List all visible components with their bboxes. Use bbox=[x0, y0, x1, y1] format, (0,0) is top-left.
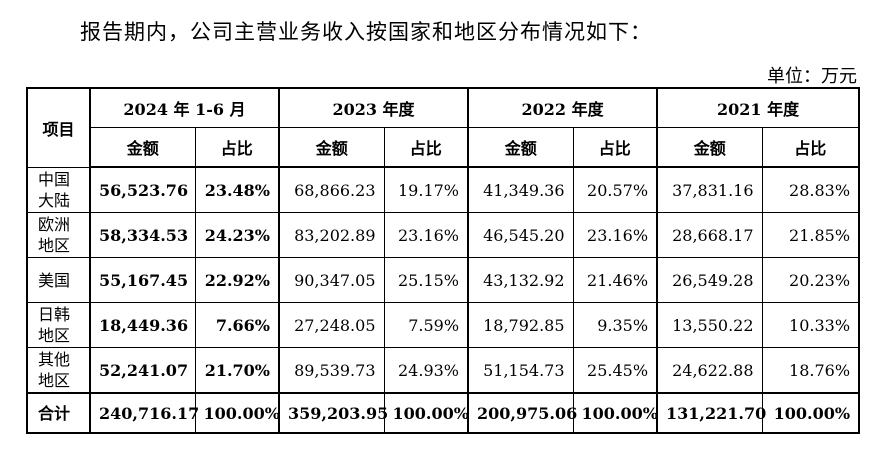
ratio-cell: 7.59% bbox=[383, 302, 470, 348]
total-label: 合计 bbox=[26, 392, 91, 434]
amount-cell: 26,549.28 bbox=[656, 257, 763, 303]
amount-cell: 18,792.85 bbox=[467, 302, 574, 348]
region-label: 欧洲地区 bbox=[26, 212, 91, 258]
amount-cell: 83,202.89 bbox=[278, 212, 385, 258]
total-cell: 131,221.70 bbox=[656, 392, 766, 434]
total-cell: 200,975.06 bbox=[467, 392, 577, 434]
region-label: 中国大陆 bbox=[26, 166, 91, 213]
ratio-cell: 22.92% bbox=[194, 257, 280, 303]
ratio-header: 占比 bbox=[383, 127, 470, 168]
period-header: 2023 年度 bbox=[278, 87, 470, 128]
region-label: 美国 bbox=[26, 257, 91, 303]
amount-cell: 43,132.92 bbox=[467, 257, 574, 303]
ratio-cell: 9.35% bbox=[572, 302, 659, 348]
region-label: 日韩地区 bbox=[26, 302, 91, 348]
amount-header: 金额 bbox=[467, 127, 574, 168]
table-row: 日韩地区 18,449.36 7.66% 27,248.05 7.59% 18,792.8… bbox=[26, 302, 860, 348]
ratio-cell: 25.45% bbox=[572, 347, 659, 394]
intro-text: 报告期内，公司主营业务收入按国家和地区分布情况如下： bbox=[80, 20, 652, 44]
period-header: 2024 年 1-6 月 bbox=[89, 87, 280, 128]
amount-cell: 68,866.23 bbox=[278, 166, 385, 213]
ratio-cell: 21.85% bbox=[761, 212, 860, 258]
ratio-header: 占比 bbox=[761, 127, 860, 168]
ratio-cell: 21.46% bbox=[572, 257, 659, 303]
ratio-cell: 23.48% bbox=[194, 166, 280, 213]
amount-cell: 27,248.05 bbox=[278, 302, 385, 348]
ratio-cell: 21.70% bbox=[194, 347, 280, 394]
total-cell: 100.00% bbox=[194, 392, 280, 434]
ratio-cell: 18.76% bbox=[761, 347, 860, 394]
table-row: 中国大陆 56,523.76 23.48% 68,866.23 19.17% 41,349… bbox=[26, 166, 860, 213]
total-cell: 359,203.95 bbox=[278, 392, 388, 434]
amount-cell: 24,622.88 bbox=[656, 347, 763, 394]
amount-cell: 37,831.16 bbox=[656, 166, 763, 213]
ratio-cell: 19.17% bbox=[383, 166, 470, 213]
total-cell: 100.00% bbox=[572, 392, 659, 434]
amount-cell: 89,539.73 bbox=[278, 347, 385, 394]
unit-label: 单位：万元 bbox=[767, 66, 857, 87]
ratio-cell: 7.66% bbox=[194, 302, 280, 348]
table-row: 其他地区 52,241.07 21.70% 89,539.73 24.93% 51,154… bbox=[26, 347, 860, 394]
amount-cell: 90,347.05 bbox=[278, 257, 385, 303]
amount-cell: 18,449.36 bbox=[89, 302, 196, 348]
ratio-cell: 20.23% bbox=[761, 257, 860, 303]
amount-header: 金额 bbox=[278, 127, 385, 168]
amount-cell: 58,334.53 bbox=[89, 212, 196, 258]
ratio-header: 占比 bbox=[572, 127, 659, 168]
period-header: 2021 年度 bbox=[656, 87, 860, 128]
amount-cell: 51,154.73 bbox=[467, 347, 574, 394]
amount-cell: 28,668.17 bbox=[656, 212, 763, 258]
ratio-cell: 24.93% bbox=[383, 347, 470, 394]
ratio-cell: 10.33% bbox=[761, 302, 860, 348]
amount-header: 金额 bbox=[656, 127, 763, 168]
amount-cell: 13,550.22 bbox=[656, 302, 763, 348]
amount-cell: 41,349.36 bbox=[467, 166, 574, 213]
amount-cell: 46,545.20 bbox=[467, 212, 574, 258]
total-cell: 100.00% bbox=[761, 392, 860, 434]
table-row: 欧洲地区 58,334.53 24.23% 83,202.89 23.16% 46,545… bbox=[26, 212, 860, 258]
ratio-cell: 24.23% bbox=[194, 212, 280, 258]
table-row: 美国 55,167.45 22.92% 90,347.05 25.15% 43,132.9… bbox=[26, 257, 860, 303]
ratio-cell: 20.57% bbox=[572, 166, 659, 213]
amount-header: 金额 bbox=[89, 127, 196, 168]
revenue-by-region-table: 项目 2024 年 1-6 月 2023 年度 2022 年度 2021 年度 … bbox=[26, 87, 861, 434]
project-header: 项目 bbox=[26, 87, 91, 168]
ratio-cell: 28.83% bbox=[761, 166, 860, 213]
amount-cell: 52,241.07 bbox=[89, 347, 196, 394]
amount-cell: 56,523.76 bbox=[89, 166, 196, 213]
amount-cell: 55,167.45 bbox=[89, 257, 196, 303]
ratio-header: 占比 bbox=[194, 127, 280, 168]
total-cell: 240,716.17 bbox=[89, 392, 199, 434]
ratio-cell: 23.16% bbox=[383, 212, 470, 258]
ratio-cell: 25.15% bbox=[383, 257, 470, 303]
ratio-cell: 23.16% bbox=[572, 212, 659, 258]
total-row: 合计 240,716.17 100.00% 359,203.95 100.00%… bbox=[26, 392, 860, 434]
region-label: 其他地区 bbox=[26, 347, 91, 394]
period-header: 2022 年度 bbox=[467, 87, 659, 128]
total-cell: 100.00% bbox=[383, 392, 470, 434]
